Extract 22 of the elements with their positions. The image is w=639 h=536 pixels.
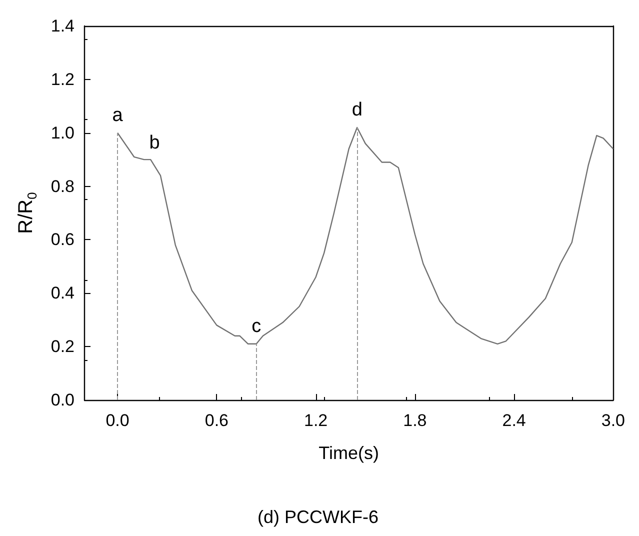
y-tick-label: 1.4 [50, 16, 74, 36]
y-tick-label: 0.2 [50, 337, 74, 356]
x-tick-label: 0.0 [106, 411, 130, 430]
y-tick-label: 0.4 [50, 284, 74, 303]
x-axis-title: Time(s) [318, 443, 380, 463]
ref-line-label: c [252, 316, 262, 337]
x-tick-label: 1.8 [403, 411, 427, 430]
y-tick-label: 0.0 [50, 390, 74, 410]
y-tick-label: 1.0 [50, 123, 74, 142]
y-tick-label: 0.6 [50, 230, 74, 250]
ref-line-label: a [112, 104, 124, 126]
y-axis-title: R/R0 [15, 192, 40, 234]
ref-line-label: d [352, 100, 362, 121]
line-series [116, 126, 614, 344]
x-tick-label: 0.6 [204, 411, 228, 430]
x-tick-label: 1.2 [304, 411, 328, 430]
text: (d) PCCWKF-6 [258, 507, 378, 527]
y-tick-label: 1.2 [50, 70, 74, 89]
x-tick-label: 3.0 [601, 411, 626, 430]
x-tick-label: 2.4 [502, 411, 526, 430]
y-tick-label: 0.8 [50, 176, 74, 196]
annotation: b [149, 132, 160, 154]
